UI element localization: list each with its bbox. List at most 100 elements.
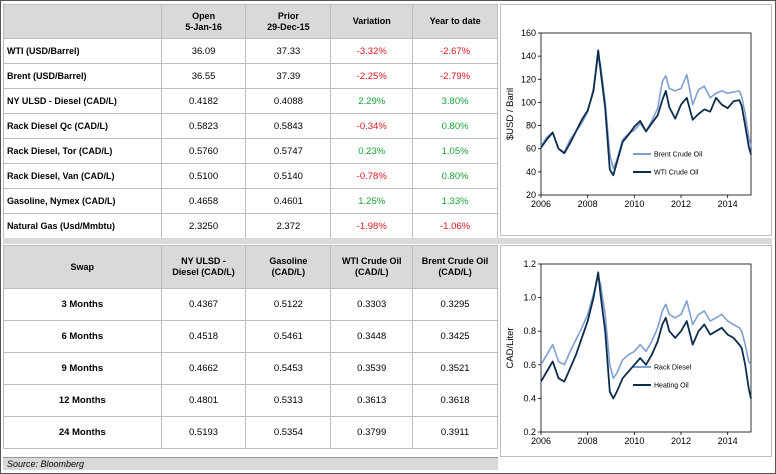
swap-header-brent: Brent Crude Oil (CAD/L) [412, 245, 498, 289]
prices-row: Rack Diesel, Tor (CAD/L) 0.5760 0.5747 0.23… [3, 138, 498, 164]
y-tick-label: 120 [521, 74, 536, 84]
y-tick-label: 1.2 [523, 259, 536, 269]
ytd-value: 0.80% [412, 113, 498, 139]
swap-header-ulsd: NY ULSD - Diesel (CAD/L) [160, 245, 247, 289]
ytd-value: 1.05% [412, 138, 498, 164]
prices-header-variation: Variation [330, 4, 414, 39]
commodity-label: WTI (USD/Barrel) [3, 38, 162, 64]
wti-value: 0.3613 [330, 384, 414, 417]
prices-row: Gasoline, Nymex (CAD/L) 0.4658 0.4601 1.25%… [3, 188, 498, 214]
swap-row: 6 Months 0.4518 0.5461 0.3448 0.3425 [3, 320, 498, 353]
diesel-chart: 0.2 0.4 0.6 0.8 1.0 1.2 2006 2008 2010 2012 2014 CA… [500, 245, 772, 457]
prices-row: Brent (USD/Barrel) 36.55 37.39 -2.25% -2.79% [3, 63, 498, 89]
swap-row: 24 Months 0.5193 0.5354 0.3799 0.3911 [3, 416, 498, 449]
series-line [540, 55, 752, 170]
y-tick-label: 0.4 [523, 393, 536, 403]
swap-header-row: Swap NY ULSD - Diesel (CAD/L) Gasoline (CA… [3, 245, 498, 289]
y-tick-label: 100 [521, 97, 536, 107]
prices-row: NY ULSD - Diesel (CAD/L) 0.4182 0.4088 2.29… [3, 88, 498, 114]
prior-value: 0.5747 [245, 138, 332, 164]
diesel-chart-svg: 0.2 0.4 0.6 0.8 1.0 1.2 2006 2008 2010 2012 2014 CA… [505, 259, 752, 446]
legend-label: Heating Oil [654, 383, 689, 390]
swap-term-label: 6 Months [3, 320, 162, 353]
x-tick-label: 2006 [531, 436, 551, 446]
wti-value: 0.3539 [330, 352, 414, 385]
prior-value: 37.33 [245, 38, 332, 64]
x-tick-label: 2008 [578, 199, 598, 209]
prices-header-open: Open 5-Jan-16 [160, 4, 247, 39]
variation-value: 2.29% [330, 88, 414, 114]
y-axis-label: $USD / Baril [505, 88, 516, 140]
swap-row: 9 Months 0.4662 0.5453 0.3539 0.3521 [3, 352, 498, 385]
crude-oil-chart-svg: 20 40 60 80 100 120 140 160 2006 2008 2010 2012 2014… [505, 28, 752, 209]
variation-value: 1.25% [330, 188, 414, 214]
y-tick-label: 20 [526, 190, 536, 200]
prices-header-label [3, 4, 162, 39]
gasoline-value: 0.5313 [245, 384, 332, 417]
x-tick-label: 2010 [624, 199, 644, 209]
plot-area [540, 263, 752, 433]
x-tick-label: 2012 [671, 436, 691, 446]
swap-term-label: 9 Months [3, 352, 162, 385]
brent-value: 0.3295 [412, 288, 498, 321]
swap-header-gasoline: Gasoline (CAD/L) [245, 245, 332, 289]
commodity-label: Gasoline, Nymex (CAD/L) [3, 188, 162, 214]
gasoline-value: 0.5354 [245, 416, 332, 449]
wti-value: 0.3448 [330, 320, 414, 353]
x-tick-label: 2006 [531, 199, 551, 209]
brent-value: 0.3911 [412, 416, 498, 449]
legend-label: WTI Crude Oil [654, 170, 699, 177]
series-line [540, 49, 752, 177]
prices-header-row: Open 5-Jan-16 Prior 29-Dec-15 Variation Ye… [3, 4, 498, 39]
y-tick-label: 160 [521, 28, 536, 38]
open-value: 0.5100 [160, 163, 247, 189]
commodity-label: Rack Diesel Qc (CAD/L) [3, 113, 162, 139]
variation-value: -1.98% [330, 213, 414, 239]
brent-value: 0.3425 [412, 320, 498, 353]
prior-value: 2.372 [245, 213, 332, 239]
y-tick-label: 0.2 [523, 427, 536, 437]
prior-value: 0.5140 [245, 163, 332, 189]
prices-table: Open 5-Jan-16 Prior 29-Dec-15 Variation Ye… [3, 4, 498, 239]
ytd-value: -2.79% [412, 63, 498, 89]
ytd-value: -2.67% [412, 38, 498, 64]
prices-header-prior: Prior 29-Dec-15 [245, 4, 332, 39]
y-tick-label: 40 [526, 167, 536, 177]
y-axis-label: CAD/Liter [505, 327, 516, 368]
legend-label: Brent Crude Oil [654, 152, 703, 159]
x-tick-label: 2008 [578, 436, 598, 446]
y-tick-label: 0.6 [523, 360, 536, 370]
y-tick-label: 80 [526, 121, 536, 131]
wti-value: 0.3799 [330, 416, 414, 449]
y-tick-label: 0.8 [523, 326, 536, 336]
variation-value: -3.32% [330, 38, 414, 64]
gasoline-value: 0.5453 [245, 352, 332, 385]
swap-header-label: Swap [3, 245, 162, 289]
brent-value: 0.3618 [412, 384, 498, 417]
open-value: 0.5823 [160, 113, 247, 139]
ulsd-value: 0.4518 [160, 320, 247, 353]
variation-value: -0.34% [330, 113, 414, 139]
prices-row: WTI (USD/Barrel) 36.09 37.33 -3.32% -2.67% [3, 38, 498, 64]
swap-table: Swap NY ULSD - Diesel (CAD/L) Gasoline (CA… [3, 245, 498, 449]
plot-area [540, 32, 752, 196]
x-tick-label: 2014 [718, 199, 738, 209]
prices-row: Rack Diesel, Van (CAD/L) 0.5100 0.5140 -0.7… [3, 163, 498, 189]
commodity-label: Rack Diesel, Van (CAD/L) [3, 163, 162, 189]
commodity-label: Brent (USD/Barrel) [3, 63, 162, 89]
swap-term-label: 24 Months [3, 416, 162, 449]
prior-value: 0.5843 [245, 113, 332, 139]
wti-value: 0.3303 [330, 288, 414, 321]
ytd-value: 0.80% [412, 163, 498, 189]
commodity-label: Natural Gas (Usd/Mmbtu) [3, 213, 162, 239]
variation-value: -2.25% [330, 63, 414, 89]
brent-value: 0.3521 [412, 352, 498, 385]
prior-value: 37.39 [245, 63, 332, 89]
prices-header-ytd: Year to date [412, 4, 498, 39]
y-tick-label: 140 [521, 51, 536, 61]
series-line [540, 271, 752, 400]
swap-row: 12 Months 0.4801 0.5313 0.3613 0.3618 [3, 384, 498, 417]
prices-row: Natural Gas (Usd/Mmbtu) 2.3250 2.372 -1.98%… [3, 213, 498, 239]
open-value: 36.09 [160, 38, 247, 64]
open-value: 2.3250 [160, 213, 247, 239]
